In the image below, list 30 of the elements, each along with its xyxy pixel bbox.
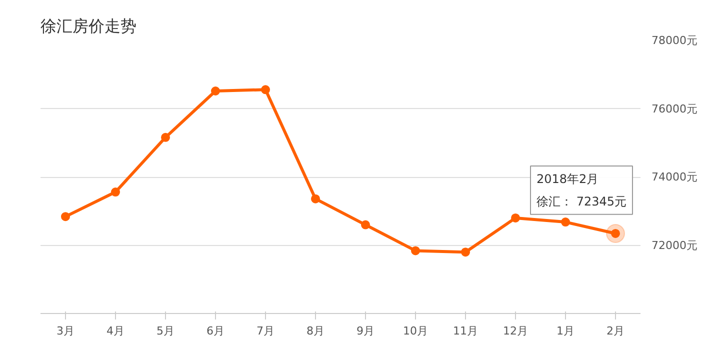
- x-tick-label: 11月: [453, 324, 478, 338]
- x-tick-label: 4月: [106, 324, 124, 338]
- x-tick-label: 12月: [503, 324, 528, 338]
- x-tick-label: 3月: [56, 324, 74, 338]
- x-tick-label: 8月: [306, 324, 324, 338]
- y-tick-label: 78000元: [652, 34, 698, 47]
- y-tick-label: 74000元: [652, 170, 698, 184]
- x-tick-label: 1月: [556, 324, 574, 338]
- point: [261, 85, 270, 94]
- annotation: 2018年2月: [536, 172, 599, 186]
- point: [61, 212, 70, 222]
- x-tick-label: 6月: [206, 324, 224, 338]
- x-tick-label: 9月: [356, 324, 374, 338]
- y-tick-label: 72000元: [652, 238, 698, 252]
- x-tick-label: 7月: [256, 324, 274, 338]
- point: [311, 194, 320, 204]
- point: [361, 220, 370, 230]
- chart-title: 徐汇房价走势: [40, 16, 136, 36]
- point: [461, 248, 470, 257]
- point: [511, 213, 520, 222]
- x-tick-label: 10月: [403, 324, 428, 338]
- x-tick-label: 2月: [606, 324, 624, 338]
- y-tick-label: 76000元: [652, 102, 698, 116]
- x-tick-label: 5月: [156, 324, 174, 338]
- point: [561, 218, 570, 227]
- point: [411, 246, 420, 256]
- point: [111, 188, 120, 197]
- annotation: 徐汇： 72345元: [536, 194, 626, 208]
- point: [161, 132, 170, 142]
- point: [211, 86, 220, 96]
